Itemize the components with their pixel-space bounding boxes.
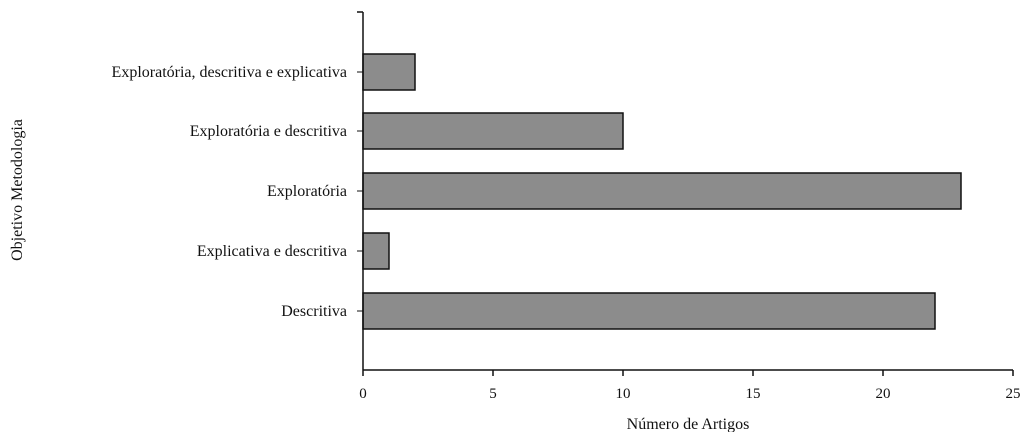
category-label-1: Exploratória e descritiva [190,123,347,140]
category-label-4: Descritiva [281,303,347,320]
x-tick-label-4: 20 [876,386,891,402]
x-axis-title: Número de Artigos [627,416,750,432]
category-label-3: Explicativa e descritiva [197,243,347,260]
x-tick-label-5: 25 [1006,386,1021,402]
bar-1 [362,112,624,150]
x-tick-labels: 0 5 10 15 20 25 [359,386,1020,402]
x-tick-label-0: 0 [359,386,367,402]
category-label-0: Exploratória, descritiva e explicativa [112,64,347,81]
category-labels: Exploratória, descritiva e explicativa Ex… [112,64,347,320]
y-axis-title: Objetivo Metodologia [9,119,26,261]
x-tick-label-1: 5 [489,386,497,402]
bar-3 [362,232,390,270]
bar-2 [362,172,962,210]
bar-4 [362,292,936,330]
bars-group [362,53,962,330]
bar-0 [362,53,416,91]
x-tick-label-2: 10 [616,386,631,402]
category-label-2: Exploratória [267,183,347,200]
axes [357,11,1014,376]
x-tick-label-3: 15 [746,386,761,402]
